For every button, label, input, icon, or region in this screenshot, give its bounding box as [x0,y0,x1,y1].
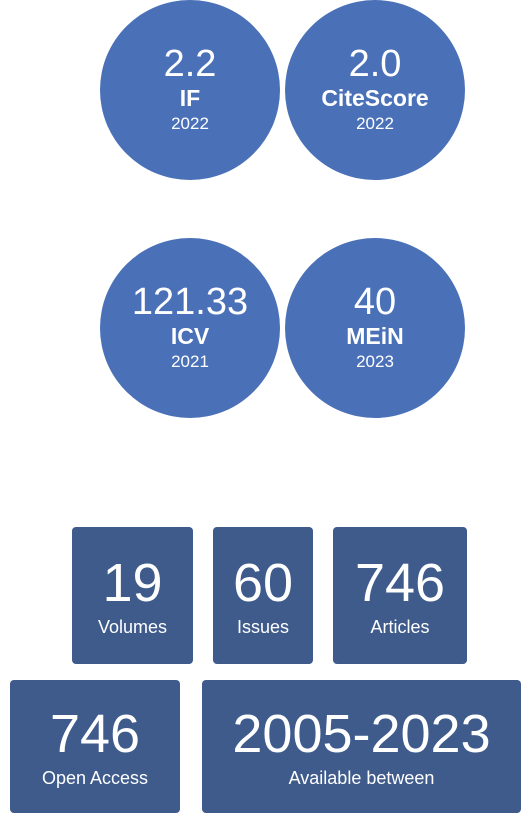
metric-label: ICV [170,323,210,349]
stat-value: 19 [102,552,163,613]
metric-value: 2.2 [163,43,217,85]
stat-value: 746 [354,552,446,613]
stat-box: 19 Volumes [72,527,193,664]
metric-circle: 40 MEiN 2023 [285,238,465,418]
metric-year: 2022 [171,114,209,133]
stat-box: 746 Articles [333,527,467,664]
metric-value: 2.0 [348,43,402,85]
metric-label: CiteScore [321,85,429,111]
stat-value: 746 [49,703,141,764]
metric-value: 121.33 [131,281,249,323]
metric-circle: 121.33 ICV 2021 [100,238,280,418]
stat-label: Articles [370,616,430,637]
stat-label: Volumes [97,616,168,637]
stat-label: Issues [236,616,290,637]
stat-value: 60 [232,552,294,613]
stat-label: Available between [288,767,435,788]
metric-label: MEiN [346,323,404,349]
stat-box: 60 Issues [213,527,313,664]
metric-year: 2021 [171,352,209,371]
metric-year: 2023 [356,352,394,371]
metric-year: 2022 [356,114,394,133]
stat-label: Open Access [41,767,149,788]
stat-value: 2005-2023 [232,703,491,764]
metric-circle: 2.0 CiteScore 2022 [285,0,465,180]
metric-value: 40 [353,281,397,323]
metric-circle: 2.2 IF 2022 [100,0,280,180]
stat-box: 2005-2023 Available between [202,680,521,813]
metric-label: IF [179,85,201,111]
stat-box: 746 Open Access [10,680,180,813]
